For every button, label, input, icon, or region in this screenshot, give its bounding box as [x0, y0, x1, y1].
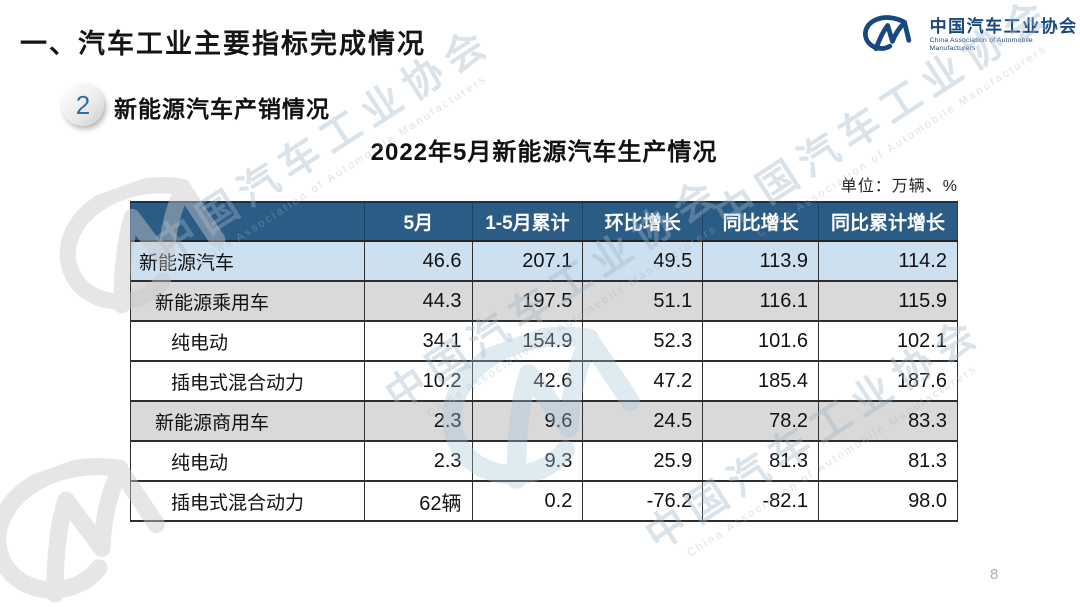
cell-value: 187.6: [818, 360, 958, 402]
table-row: 新能源汽车 46.6 207.1 49.5 113.9 114.2: [129, 240, 958, 282]
cell-value: 101.6: [702, 320, 820, 362]
row-label: 纯电动: [129, 320, 366, 362]
cell-value: 78.2: [702, 400, 820, 442]
page-number: 8: [990, 566, 999, 583]
cell-value: 83.3: [818, 400, 958, 442]
cell-value: 185.4: [702, 360, 820, 402]
column-header: 1-5月累计: [471, 201, 584, 242]
cell-value: 154.9: [471, 320, 584, 362]
column-header: 同比增长: [702, 201, 820, 242]
caam-logo-mark-icon: [858, 12, 922, 58]
cell-value: 81.3: [818, 440, 958, 482]
cell-value: 51.1: [582, 280, 704, 322]
cell-value: 34.1: [364, 320, 473, 362]
row-label: 插电式混合动力: [129, 480, 366, 522]
cell-value: 42.6: [471, 360, 584, 402]
cell-value: 25.9: [582, 440, 704, 482]
row-label: 新能源汽车: [129, 240, 366, 282]
table-row: 新能源商用车 2.3 9.6 24.5 78.2 83.3: [129, 400, 958, 442]
section-number-badge: 2: [62, 84, 104, 126]
cell-value: 9.3: [471, 440, 584, 482]
column-header: 环比增长: [582, 201, 704, 242]
cell-value: 116.1: [702, 280, 820, 322]
table-header-row: 5月 1-5月累计 环比增长 同比增长 同比累计增长: [129, 201, 958, 242]
cell-value: 2.3: [364, 440, 473, 482]
table-row: 新能源乘用车 44.3 197.5 51.1 116.1 115.9: [129, 280, 958, 322]
cell-value: 10.2: [364, 360, 473, 402]
cell-value: 113.9: [702, 240, 820, 282]
row-label: 新能源乘用车: [129, 280, 366, 322]
production-table: 5月 1-5月累计 环比增长 同比增长 同比累计增长 新能源汽车 46.6 207.1 49.…: [129, 201, 958, 522]
column-header: [129, 201, 366, 242]
cell-value: 44.3: [364, 280, 473, 322]
row-label: 插电式混合动力: [129, 360, 366, 402]
logo-name-cn: 中国汽车工业协会: [929, 17, 1078, 37]
section-title: 新能源汽车产销情况: [114, 96, 330, 122]
cell-value: 114.2: [818, 240, 958, 282]
cell-value: -82.1: [702, 480, 820, 522]
cell-value: 197.5: [471, 280, 584, 322]
table-title: 2022年5月新能源汽车生产情况: [370, 139, 718, 166]
cell-value: 62辆: [364, 480, 473, 522]
cell-value: 102.1: [818, 320, 958, 362]
cell-value: 115.9: [818, 280, 958, 322]
column-header: 同比累计增长: [818, 201, 958, 242]
cell-value: 98.0: [818, 480, 958, 522]
table-row: 插电式混合动力 10.2 42.6 47.2 185.4 187.6: [129, 360, 958, 402]
caam-logo: 中国汽车工业协会 China Association of Automobile…: [858, 12, 1080, 58]
cell-value: 9.6: [471, 400, 584, 442]
cell-value: 81.3: [702, 440, 820, 482]
row-label: 纯电动: [129, 440, 366, 482]
cell-value: 46.6: [364, 240, 473, 282]
cell-value: 47.2: [582, 360, 704, 402]
page-title: 一、汽车工业主要指标完成情况: [20, 29, 426, 59]
cell-value: 0.2: [471, 480, 584, 522]
column-header: 5月: [364, 201, 473, 242]
logo-name-en: China Association of Automobile Manufact…: [929, 36, 1033, 52]
cell-value: 207.1: [471, 240, 584, 282]
cell-value: -76.2: [582, 480, 704, 522]
cell-value: 2.3: [364, 400, 473, 442]
caam-logo-text: 中国汽车工业协会 China Association of Automobile…: [930, 17, 1080, 52]
cell-value: 52.3: [582, 320, 704, 362]
table-row: 纯电动 2.3 9.3 25.9 81.3 81.3: [129, 440, 958, 482]
table-row: 插电式混合动力 62辆 0.2 -76.2 -82.1 98.0: [129, 480, 958, 522]
unit-label: 单位：万辆、%: [840, 178, 958, 195]
table-row: 纯电动 34.1 154.9 52.3 101.6 102.1: [129, 320, 958, 362]
row-label: 新能源商用车: [129, 400, 366, 442]
cell-value: 49.5: [582, 240, 704, 282]
cell-value: 24.5: [582, 400, 704, 442]
